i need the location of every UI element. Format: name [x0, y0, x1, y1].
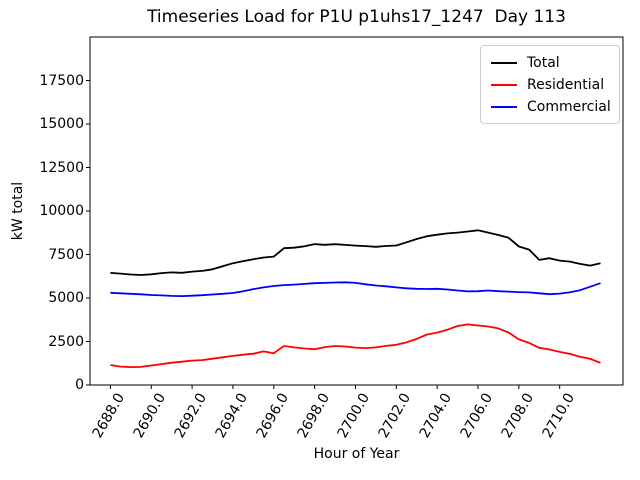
y-tick-label: 5000 [48, 290, 84, 306]
y-tick-label: 17500 [39, 72, 84, 89]
y-axis-label: kW total [10, 181, 26, 241]
y-tick-label: 12500 [39, 159, 84, 176]
legend: Total Residential Commercial [480, 45, 620, 124]
series-line-commercial [110, 281, 601, 298]
y-tick-label: 0 [75, 377, 84, 393]
legend-label-residential: Residential [527, 77, 605, 93]
legend-label-commercial: Commercial [527, 99, 611, 115]
series-line-total [110, 229, 601, 276]
axes-spines [89, 36, 624, 386]
y-tick-label: 10000 [39, 203, 84, 219]
series-lines [110, 229, 601, 369]
legend-row-commercial: Commercial [481, 96, 619, 118]
y-tick-label: 7500 [48, 246, 84, 263]
residential-line-swatch [491, 84, 517, 86]
x-axis-label: Hour of Year [313, 446, 400, 462]
legend-row-residential: Residential [481, 74, 619, 96]
commercial-line-swatch [491, 106, 517, 108]
series-line-residential [110, 323, 601, 369]
y-tick-label: 15000 [39, 116, 84, 132]
chart-title: Timeseries Load for P1U p1uhs17_1247 Day… [147, 7, 566, 27]
y-tick-label: 2500 [48, 333, 84, 350]
axis-ticks [86, 80, 561, 389]
total-line-swatch [491, 62, 517, 64]
legend-row-total: Total [481, 52, 619, 74]
legend-label-total: Total [527, 55, 560, 71]
